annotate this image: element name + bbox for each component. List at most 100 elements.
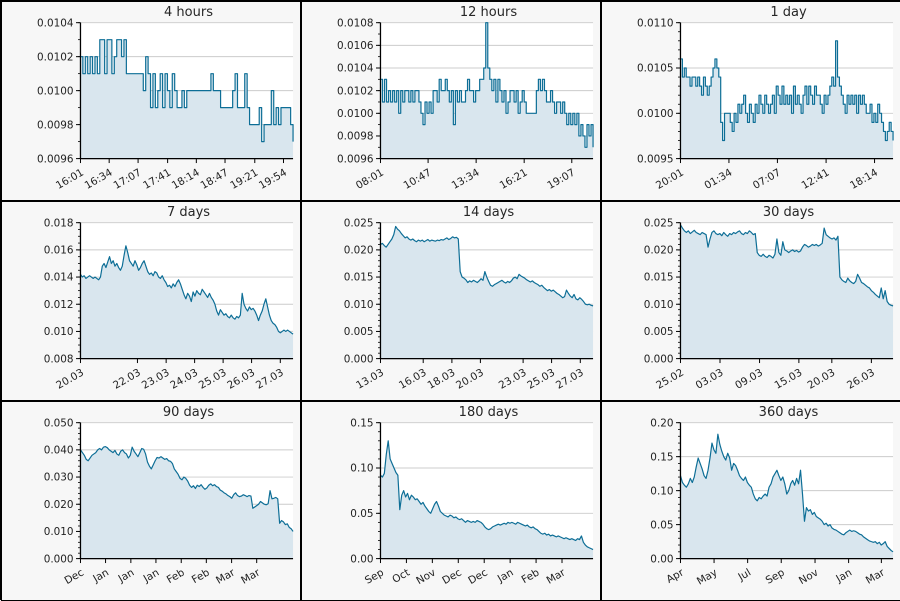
svg-text:0.005: 0.005 (644, 326, 674, 338)
svg-text:13.03: 13.03 (354, 367, 386, 392)
area-chart-4-hours: 0.0096 0.0098 0.0100 0.0102 0.0104 16:0116:34… (37, 17, 294, 192)
svg-text:0.0096: 0.0096 (337, 153, 373, 165)
svg-text:Mar: Mar (239, 566, 263, 586)
svg-text:0.0096: 0.0096 (37, 153, 73, 165)
chart-panel-90-days: 90 days 0.000 0.010 0.020 0.030 0.040 0.050 De… (1, 401, 301, 601)
svg-text:0.10: 0.10 (650, 485, 673, 497)
svg-text:23.03: 23.03 (497, 367, 529, 392)
svg-text:13:34: 13:34 (450, 166, 482, 191)
chart-panel-180-days: 180 days 0.00 0.05 0.10 0.15 Sep Oct Nov Dec Dec… (301, 401, 601, 601)
svg-text:0.0100: 0.0100 (337, 108, 373, 120)
svg-text:23.03: 23.03 (140, 367, 172, 392)
svg-text:20:01: 20:01 (654, 167, 686, 192)
svg-text:09.03: 09.03 (733, 367, 765, 392)
chart-panel-30-days: 30 days 0.000 0.005 0.010 0.015 0.020 0.025 25… (601, 201, 900, 401)
svg-text:Jan: Jan (833, 567, 854, 586)
svg-text:Jan: Jan (495, 567, 516, 586)
svg-text:25.03: 25.03 (525, 367, 557, 392)
svg-text:0.20: 0.20 (650, 417, 673, 429)
svg-text:0.000: 0.000 (344, 353, 374, 365)
svg-text:0.0110: 0.0110 (637, 17, 673, 29)
svg-text:Apr: Apr (664, 566, 686, 586)
svg-text:0.00: 0.00 (650, 553, 673, 565)
svg-text:0.0095: 0.0095 (637, 153, 673, 165)
chart-panel-12-hours: 12 hours 0.0096 0.0098 0.0100 0.0102 0.0104 0… (301, 1, 601, 201)
chart-panel-7-days: 7 days 0.008 0.010 0.012 0.014 0.016 0.018 20.… (1, 201, 301, 401)
svg-text:18.03: 18.03 (426, 367, 458, 392)
svg-text:Feb: Feb (190, 566, 212, 586)
svg-text:0.020: 0.020 (344, 245, 374, 257)
svg-text:Jan: Jan (116, 567, 137, 586)
svg-text:20.03: 20.03 (54, 367, 86, 392)
svg-text:Dec: Dec (62, 566, 86, 586)
svg-text:Dec: Dec (466, 566, 490, 586)
svg-text:25.02: 25.02 (654, 367, 686, 392)
svg-text:22.03: 22.03 (111, 367, 143, 392)
svg-text:0.010: 0.010 (344, 299, 374, 311)
svg-text:17:41: 17:41 (141, 167, 173, 192)
chart-title: 12 hours (459, 5, 518, 20)
svg-text:0.025: 0.025 (644, 217, 674, 229)
svg-text:Mar: Mar (544, 566, 568, 586)
chart-title: 30 days (762, 205, 815, 220)
svg-text:16:21: 16:21 (498, 167, 530, 192)
svg-text:20.03: 20.03 (805, 367, 837, 392)
chart-panel-1-day: 1 day 0.0095 0.0100 0.0105 0.0110 20:01 01:34… (601, 1, 900, 201)
svg-text:0.030: 0.030 (44, 472, 74, 484)
svg-text:25.03: 25.03 (197, 367, 229, 392)
svg-text:0.020: 0.020 (644, 245, 674, 257)
svg-text:18:14: 18:14 (170, 166, 202, 191)
svg-text:0.0100: 0.0100 (637, 108, 673, 120)
svg-text:10:47: 10:47 (402, 167, 434, 192)
svg-text:0.0105: 0.0105 (637, 63, 673, 75)
svg-text:0.010: 0.010 (644, 299, 674, 311)
svg-text:Feb: Feb (520, 566, 542, 586)
svg-text:0.000: 0.000 (644, 353, 674, 365)
svg-text:0.0100: 0.0100 (37, 85, 73, 97)
svg-text:Dec: Dec (440, 566, 464, 586)
svg-text:18:47: 18:47 (198, 167, 230, 192)
chart-title: 7 days (166, 205, 211, 220)
svg-text:0.015: 0.015 (344, 272, 374, 284)
svg-text:16:01: 16:01 (54, 167, 86, 192)
svg-text:Feb: Feb (165, 566, 187, 586)
svg-text:0.020: 0.020 (44, 499, 74, 511)
chart-panel-360-days: 360 days 0.00 0.05 0.10 0.15 0.20 Apr May Jul Se… (601, 401, 900, 601)
svg-text:0.0102: 0.0102 (337, 85, 373, 97)
svg-text:17:07: 17:07 (112, 167, 144, 192)
svg-text:15.03: 15.03 (772, 367, 804, 392)
svg-text:Mar: Mar (864, 566, 888, 586)
chart-title: 4 hours (164, 5, 213, 20)
svg-text:27.03: 27.03 (254, 367, 286, 392)
svg-text:19:21: 19:21 (228, 167, 260, 192)
svg-text:03.03: 03.03 (694, 367, 726, 392)
svg-text:01:34: 01:34 (702, 166, 734, 191)
svg-text:0.008: 0.008 (44, 353, 74, 365)
svg-text:24.03: 24.03 (168, 367, 200, 392)
chart-title: 14 days (462, 205, 515, 220)
svg-text:0.025: 0.025 (344, 217, 374, 229)
chart-title: 1 day (770, 5, 807, 20)
svg-text:16.03: 16.03 (397, 367, 429, 392)
svg-text:16:34: 16:34 (83, 166, 115, 191)
svg-text:0.05: 0.05 (650, 519, 673, 531)
svg-text:0.040: 0.040 (44, 445, 74, 457)
area-chart-7-days: 0.008 0.010 0.012 0.014 0.016 0.018 20.03 22.03… (44, 217, 294, 392)
svg-text:0.0098: 0.0098 (337, 131, 373, 143)
svg-text:0.00: 0.00 (350, 553, 373, 565)
svg-text:Mar: Mar (214, 566, 238, 586)
svg-text:0.015: 0.015 (644, 272, 674, 284)
svg-text:0.0108: 0.0108 (337, 17, 373, 29)
svg-text:Nov: Nov (797, 567, 821, 587)
area-chart-30-days: 0.000 0.005 0.010 0.015 0.020 0.025 25.02 03.03… (644, 217, 894, 392)
svg-text:27.03: 27.03 (554, 367, 586, 392)
svg-text:May: May (695, 567, 720, 588)
svg-text:20.03: 20.03 (454, 367, 486, 392)
svg-text:26.03: 26.03 (225, 367, 257, 392)
svg-text:Jan: Jan (90, 567, 111, 586)
svg-text:0.15: 0.15 (350, 417, 373, 429)
chart-panel-14-days: 14 days 0.000 0.005 0.010 0.015 0.020 0.025 13… (301, 201, 601, 401)
svg-text:0.15: 0.15 (650, 451, 673, 463)
svg-text:0.012: 0.012 (44, 299, 74, 311)
